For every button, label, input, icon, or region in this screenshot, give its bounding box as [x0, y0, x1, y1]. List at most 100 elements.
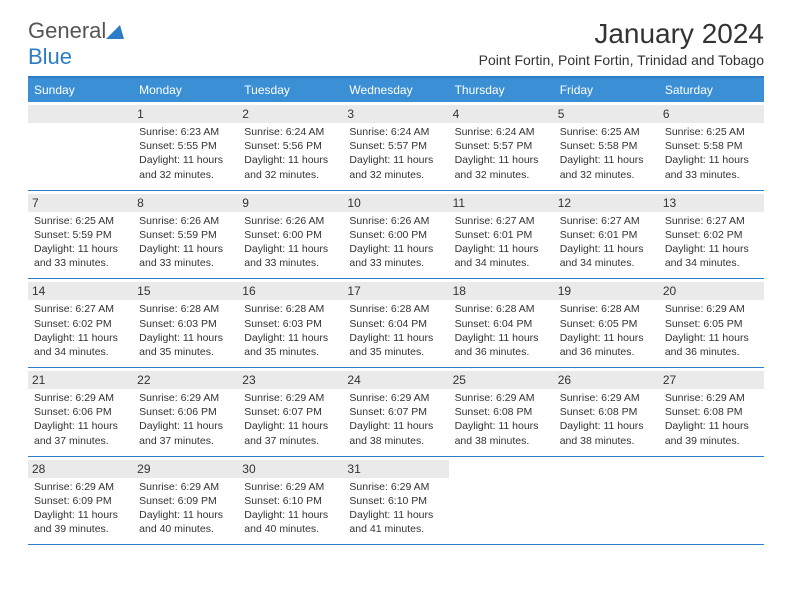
weekday-friday: Friday — [554, 78, 659, 102]
day-info: Sunrise: 6:26 AMSunset: 6:00 PMDaylight:… — [244, 214, 337, 271]
day-cell: 29Sunrise: 6:29 AMSunset: 6:09 PMDayligh… — [133, 457, 238, 545]
sunrise-text: Sunrise: 6:26 AM — [349, 214, 442, 228]
daylight-text: Daylight: 11 hours and 33 minutes. — [244, 242, 337, 270]
weekday-tuesday: Tuesday — [238, 78, 343, 102]
day-cell: 23 Sunrise: 6:29 AMSunset: 6:07 PMDayligh… — [238, 368, 343, 456]
day-info: Sunrise: 6:29 AMSunset: 6:10 PMDaylight:… — [244, 480, 337, 537]
day-info: Sunrise: 6:29 AMSunset: 6:08 PMDaylight:… — [560, 391, 653, 448]
sunset-text: Sunset: 6:08 PM — [455, 405, 548, 419]
sunrise-text: Sunrise: 6:27 AM — [455, 214, 548, 228]
daylight-text: Daylight: 11 hours and 32 minutes. — [455, 153, 548, 181]
daylight-text: Daylight: 11 hours and 38 minutes. — [455, 419, 548, 447]
sunrise-text: Sunrise: 6:29 AM — [139, 480, 232, 494]
sunrise-text: Sunrise: 6:28 AM — [560, 302, 653, 316]
day-number: 2 — [238, 105, 343, 123]
sunset-text: Sunset: 6:00 PM — [349, 228, 442, 242]
day-cell: 28Sunrise: 6:29 AMSunset: 6:09 PMDayligh… — [28, 457, 133, 545]
sunrise-text: Sunrise: 6:28 AM — [349, 302, 442, 316]
sunrise-text: Sunrise: 6:29 AM — [455, 391, 548, 405]
day-number: 27 — [659, 371, 764, 389]
sunrise-text: Sunrise: 6:27 AM — [560, 214, 653, 228]
day-cell: 10Sunrise: 6:26 AMSunset: 6:00 PMDayligh… — [343, 191, 448, 279]
daylight-text: Daylight: 11 hours and 38 minutes. — [560, 419, 653, 447]
day-cell: 5Sunrise: 6:25 AMSunset: 5:58 PMDaylight… — [554, 102, 659, 190]
day-info: Sunrise: 6:23 AMSunset: 5:55 PMDaylight:… — [139, 125, 232, 182]
day-number: 23 — [238, 371, 343, 389]
day-info: Sunrise: 6:27 AMSunset: 6:01 PMDaylight:… — [455, 214, 548, 271]
sunrise-text: Sunrise: 6:25 AM — [34, 214, 127, 228]
day-cell: 30Sunrise: 6:29 AMSunset: 6:10 PMDayligh… — [238, 457, 343, 545]
day-cell: 9 Sunrise: 6:26 AMSunset: 6:00 PMDaylight… — [238, 191, 343, 279]
sunset-text: Sunset: 6:03 PM — [244, 317, 337, 331]
daylight-text: Daylight: 11 hours and 40 minutes. — [244, 508, 337, 536]
sunrise-text: Sunrise: 6:29 AM — [244, 480, 337, 494]
daylight-text: Daylight: 11 hours and 41 minutes. — [349, 508, 442, 536]
day-info: Sunrise: 6:25 AMSunset: 5:59 PMDaylight:… — [34, 214, 127, 271]
daylight-text: Daylight: 11 hours and 34 minutes. — [34, 331, 127, 359]
daylight-text: Daylight: 11 hours and 39 minutes. — [34, 508, 127, 536]
day-number: 7 — [28, 194, 133, 212]
sunset-text: Sunset: 5:58 PM — [665, 139, 758, 153]
weekday-monday: Monday — [133, 78, 238, 102]
logo-triangle-icon — [106, 25, 124, 39]
day-number: 12 — [554, 194, 659, 212]
sunset-text: Sunset: 5:55 PM — [139, 139, 232, 153]
day-number: 6 — [659, 105, 764, 123]
day-number: 28 — [28, 460, 133, 478]
day-info: Sunrise: 6:26 AMSunset: 5:59 PMDaylight:… — [139, 214, 232, 271]
day-cell: 1 Sunrise: 6:23 AMSunset: 5:55 PMDaylight… — [133, 102, 238, 190]
day-number: 29 — [133, 460, 238, 478]
weekday-header-row: Sunday Monday Tuesday Wednesday Thursday… — [28, 78, 764, 102]
weekday-saturday: Saturday — [659, 78, 764, 102]
day-info: Sunrise: 6:29 AMSunset: 6:06 PMDaylight:… — [34, 391, 127, 448]
day-cell — [554, 457, 659, 545]
sunrise-text: Sunrise: 6:29 AM — [665, 391, 758, 405]
sunset-text: Sunset: 6:04 PM — [455, 317, 548, 331]
logo: GeneralBlue — [28, 18, 124, 70]
day-cell: 17Sunrise: 6:28 AMSunset: 6:04 PMDayligh… — [343, 279, 448, 367]
sunrise-text: Sunrise: 6:27 AM — [34, 302, 127, 316]
day-number: 18 — [449, 282, 554, 300]
day-number: 25 — [449, 371, 554, 389]
daylight-text: Daylight: 11 hours and 36 minutes. — [455, 331, 548, 359]
sunset-text: Sunset: 5:58 PM — [560, 139, 653, 153]
sunrise-text: Sunrise: 6:24 AM — [349, 125, 442, 139]
day-info: Sunrise: 6:29 AMSunset: 6:07 PMDaylight:… — [244, 391, 337, 448]
day-cell — [28, 102, 133, 190]
sunrise-text: Sunrise: 6:24 AM — [244, 125, 337, 139]
day-cell — [449, 457, 554, 545]
sunset-text: Sunset: 5:56 PM — [244, 139, 337, 153]
sunrise-text: Sunrise: 6:26 AM — [244, 214, 337, 228]
day-cell: 18Sunrise: 6:28 AMSunset: 6:04 PMDayligh… — [449, 279, 554, 367]
logo-part1: General — [28, 18, 106, 43]
sunrise-text: Sunrise: 6:25 AM — [560, 125, 653, 139]
daylight-text: Daylight: 11 hours and 32 minutes. — [560, 153, 653, 181]
day-cell: 16Sunrise: 6:28 AMSunset: 6:03 PMDayligh… — [238, 279, 343, 367]
weekday-wednesday: Wednesday — [343, 78, 448, 102]
sunset-text: Sunset: 6:09 PM — [34, 494, 127, 508]
sunrise-text: Sunrise: 6:29 AM — [665, 302, 758, 316]
daylight-text: Daylight: 11 hours and 36 minutes. — [665, 331, 758, 359]
weekday-thursday: Thursday — [449, 78, 554, 102]
day-cell: 21Sunrise: 6:29 AMSunset: 6:06 PMDayligh… — [28, 368, 133, 456]
day-info: Sunrise: 6:27 AMSunset: 6:02 PMDaylight:… — [665, 214, 758, 271]
day-number: 22 — [133, 371, 238, 389]
sunrise-text: Sunrise: 6:29 AM — [34, 391, 127, 405]
sunrise-text: Sunrise: 6:28 AM — [139, 302, 232, 316]
sunset-text: Sunset: 6:09 PM — [139, 494, 232, 508]
day-cell: 6Sunrise: 6:25 AMSunset: 5:58 PMDaylight… — [659, 102, 764, 190]
day-number: 9 — [238, 194, 343, 212]
daylight-text: Daylight: 11 hours and 32 minutes. — [139, 153, 232, 181]
sunrise-text: Sunrise: 6:26 AM — [139, 214, 232, 228]
day-cell: 31Sunrise: 6:29 AMSunset: 6:10 PMDayligh… — [343, 457, 448, 545]
sunset-text: Sunset: 6:06 PM — [34, 405, 127, 419]
day-number: 15 — [133, 282, 238, 300]
sunset-text: Sunset: 6:07 PM — [244, 405, 337, 419]
sunset-text: Sunset: 6:01 PM — [560, 228, 653, 242]
daylight-text: Daylight: 11 hours and 33 minutes. — [34, 242, 127, 270]
sunset-text: Sunset: 6:05 PM — [560, 317, 653, 331]
sunrise-text: Sunrise: 6:29 AM — [244, 391, 337, 405]
daylight-text: Daylight: 11 hours and 34 minutes. — [665, 242, 758, 270]
day-number: 1 — [133, 105, 238, 123]
sunrise-text: Sunrise: 6:28 AM — [244, 302, 337, 316]
